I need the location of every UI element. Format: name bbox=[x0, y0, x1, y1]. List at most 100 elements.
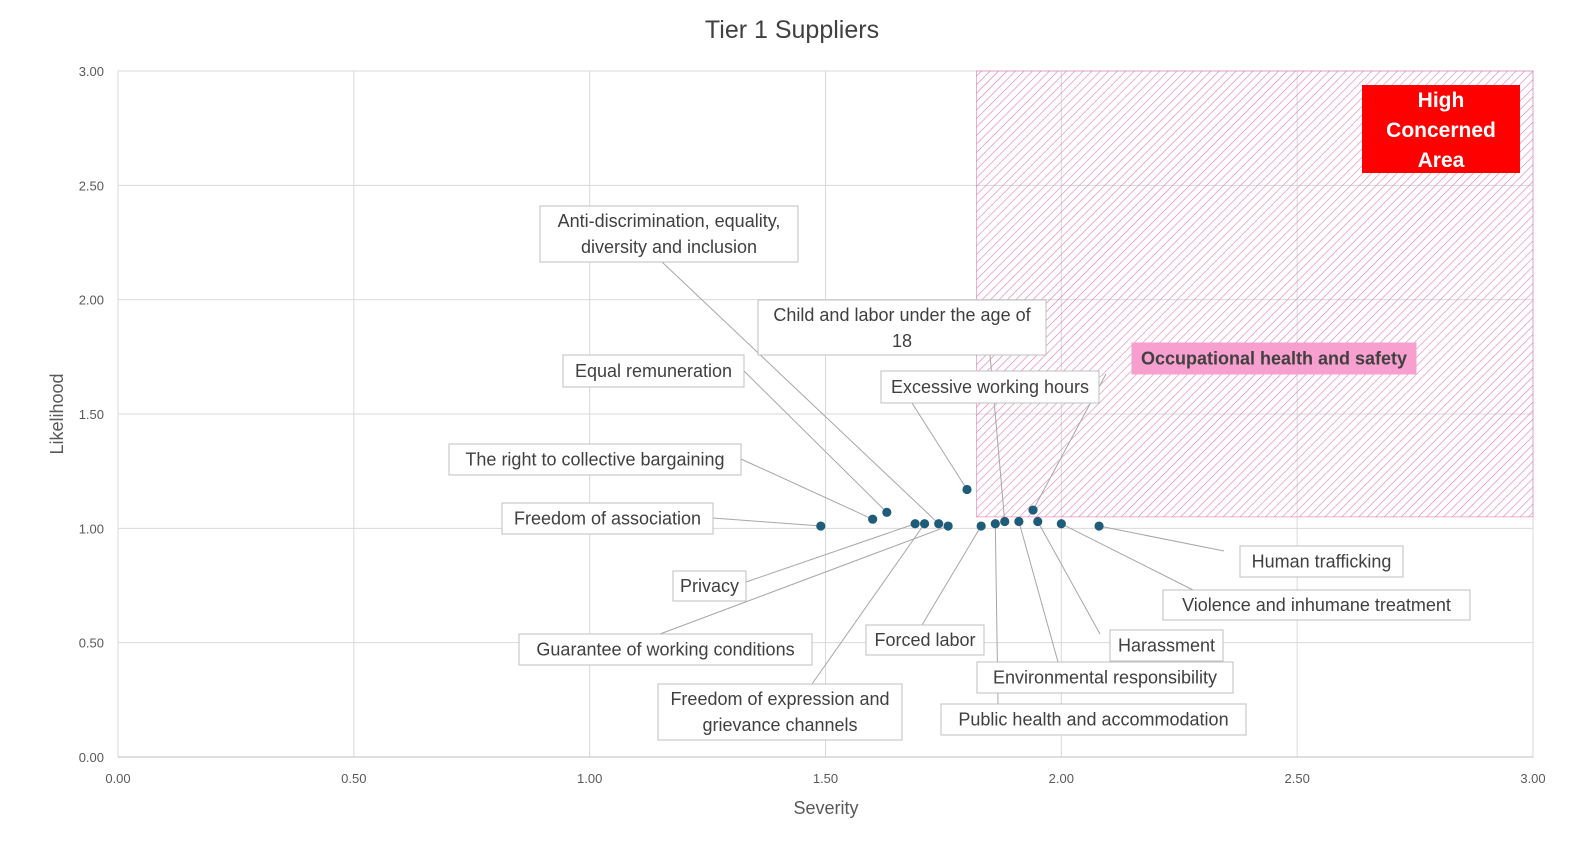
data-label-harassment: Harassment bbox=[1109, 629, 1224, 662]
high-concern-label-box bbox=[1362, 85, 1520, 173]
leader-lines bbox=[659, 261, 1225, 705]
data-point-equal-remuneration bbox=[882, 507, 892, 517]
data-label-box bbox=[1239, 545, 1404, 578]
y-tick-label: 2.50 bbox=[79, 178, 104, 193]
data-point-occupational-health-and-safety bbox=[1028, 505, 1038, 515]
data-labels: Anti-discrimination, equality, diversity … bbox=[448, 205, 1471, 741]
data-label-text: Anti-discrimination, equality, bbox=[558, 211, 781, 231]
data-point-harassment bbox=[1033, 516, 1043, 527]
data-label-text: grievance channels bbox=[702, 715, 857, 735]
x-tick-label: 1.50 bbox=[813, 771, 838, 786]
data-point-the-right-to-collective-bargaining bbox=[868, 514, 878, 524]
data-label-box bbox=[976, 661, 1234, 694]
leader-line-equal-remuneration bbox=[743, 370, 888, 513]
high-concern-label-line: Concerned bbox=[1386, 119, 1496, 142]
data-label-environmental-responsibility: Environmental responsibility bbox=[976, 661, 1234, 694]
data-label-text: Public health and accommodation bbox=[958, 710, 1228, 730]
data-label-text: The right to collective bargaining bbox=[465, 450, 724, 470]
high-concern-label-line: High bbox=[1418, 89, 1465, 112]
high-concern-label-line: Area bbox=[1418, 149, 1465, 172]
y-tick-label: 1.50 bbox=[79, 407, 104, 422]
leader-line-environmental-responsibility bbox=[1018, 521, 1059, 663]
data-label-text: Forced labor bbox=[874, 630, 975, 650]
data-label-box bbox=[448, 443, 742, 476]
leader-line-guarantee-of-working-conditions bbox=[659, 525, 949, 635]
data-point-forced-labor bbox=[976, 521, 986, 531]
leader-line-freedom-of-expression-and-grievance-channels bbox=[811, 523, 925, 685]
data-label-box bbox=[757, 299, 1047, 356]
data-label-excessive-working-hours: Excessive working hours bbox=[880, 370, 1100, 404]
data-label-anti-discrimination-equality-diversity-and-inclusion: Anti-discrimination, equality, diversity … bbox=[539, 205, 799, 263]
y-tick-label: 0.50 bbox=[79, 636, 104, 651]
data-label-child-and-labor-under-the-age-of-18: Child and labor under the age of 18 bbox=[757, 299, 1047, 356]
x-tick-label: 0.50 bbox=[341, 771, 366, 786]
data-label-occupational-health-and-safety: Occupational health and safety bbox=[1131, 342, 1417, 375]
data-label-box bbox=[539, 205, 799, 263]
data-label-forced-labor: Forced labor bbox=[865, 624, 985, 656]
data-label-text: Human trafficking bbox=[1252, 552, 1392, 572]
data-point-violence-and-inhumane-treatment bbox=[1056, 519, 1066, 529]
data-label-text: diversity and inclusion bbox=[581, 237, 757, 257]
data-label-text: Privacy bbox=[680, 576, 739, 596]
data-label-text: Occupational health and safety bbox=[1141, 349, 1407, 369]
data-label-box bbox=[1109, 629, 1224, 662]
data-points bbox=[816, 484, 1104, 531]
data-point-human-trafficking bbox=[1094, 521, 1104, 531]
data-label-text: Child and labor under the age of bbox=[773, 305, 1031, 325]
x-tick-label: 1.00 bbox=[577, 771, 602, 786]
data-point-child-and-labor-under-the-age-of-18 bbox=[1000, 516, 1010, 527]
data-label-text: Equal remuneration bbox=[575, 361, 732, 381]
data-label-violence-and-inhumane-treatment: Violence and inhumane treatment bbox=[1162, 589, 1471, 621]
data-label-the-right-to-collective-bargaining: The right to collective bargaining bbox=[448, 443, 742, 476]
data-label-box bbox=[880, 370, 1100, 404]
data-label-text: Freedom of association bbox=[514, 509, 701, 529]
data-point-public-health-and-accommodation bbox=[990, 519, 1000, 529]
data-point-anti-discrimination-equality-diversity-and-inclusion bbox=[934, 519, 944, 529]
y-axis-title: Likelihood bbox=[47, 373, 67, 454]
data-point-freedom-of-association bbox=[816, 521, 826, 531]
data-label-guarantee-of-working-conditions: Guarantee of working conditions bbox=[518, 633, 813, 666]
leader-line-violence-and-inhumane-treatment bbox=[1061, 523, 1194, 591]
x-tick-label: 0.00 bbox=[105, 771, 130, 786]
data-label-text: Environmental responsibility bbox=[993, 668, 1217, 688]
data-label-text: Freedom of expression and bbox=[670, 689, 889, 709]
data-point-environmental-responsibility bbox=[1014, 516, 1024, 527]
x-tick-label: 2.00 bbox=[1049, 771, 1074, 786]
data-label-freedom-of-association: Freedom of association bbox=[501, 502, 714, 535]
leader-line-anti-discrimination-equality-diversity-and-inclusion bbox=[661, 261, 940, 525]
x-axis-title: Severity bbox=[793, 798, 858, 818]
data-point-guarantee-of-working-conditions bbox=[943, 521, 953, 531]
data-label-box bbox=[1162, 589, 1471, 621]
data-point-freedom-of-expression-and-grievance-channels bbox=[919, 519, 930, 529]
y-tick-label: 2.00 bbox=[79, 293, 104, 308]
data-label-box bbox=[1131, 342, 1417, 375]
data-label-box bbox=[865, 624, 985, 656]
data-label-box bbox=[518, 633, 813, 666]
y-tick-label: 1.00 bbox=[79, 521, 104, 536]
leader-line-forced-labor bbox=[921, 525, 982, 626]
leader-line-excessive-working-hours bbox=[911, 402, 968, 490]
data-label-box bbox=[657, 683, 903, 741]
leader-line-privacy bbox=[745, 523, 916, 583]
data-label-equal-remuneration: Equal remuneration bbox=[562, 354, 745, 388]
data-label-box bbox=[672, 570, 747, 602]
leader-line-freedom-of-association bbox=[712, 517, 821, 527]
x-tick-label: 3.00 bbox=[1520, 771, 1545, 786]
data-label-text: Excessive working hours bbox=[891, 377, 1089, 397]
axis-ticks: 0.00 0.50 1.00 1.50 2.00 2.50 3.00 0.00 0.50 1.00… bbox=[79, 64, 1546, 786]
y-tick-label: 0.00 bbox=[79, 750, 104, 765]
data-label-human-trafficking: Human trafficking bbox=[1239, 545, 1404, 578]
chart-title: Tier 1 Suppliers bbox=[705, 16, 879, 44]
data-label-box bbox=[562, 354, 745, 388]
data-label-text: 18 bbox=[892, 331, 912, 351]
data-label-box bbox=[940, 703, 1247, 736]
data-label-public-health-and-accommodation: Public health and accommodation bbox=[940, 703, 1247, 736]
data-label-text: Harassment bbox=[1118, 636, 1215, 656]
high-concern-zone: High Concerned Area bbox=[976, 70, 1534, 518]
leader-line-harassment bbox=[1037, 521, 1101, 635]
data-label-freedom-of-expression-and-grievance-channels: Freedom of expression and grievance chann… bbox=[657, 683, 903, 741]
y-tick-label: 3.00 bbox=[79, 64, 104, 79]
data-label-privacy: Privacy bbox=[672, 570, 747, 602]
data-point-privacy bbox=[910, 519, 920, 529]
